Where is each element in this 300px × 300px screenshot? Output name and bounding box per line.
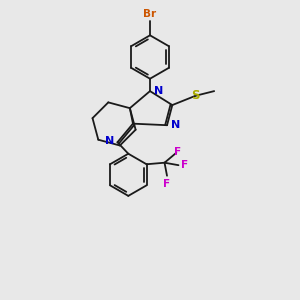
Text: S: S [191,89,200,102]
Text: N: N [105,136,114,146]
Text: N: N [171,120,181,130]
Text: F: F [174,146,181,157]
Text: F: F [181,160,188,170]
Text: N: N [154,86,163,96]
Text: Br: Br [143,9,157,19]
Text: F: F [164,179,171,189]
